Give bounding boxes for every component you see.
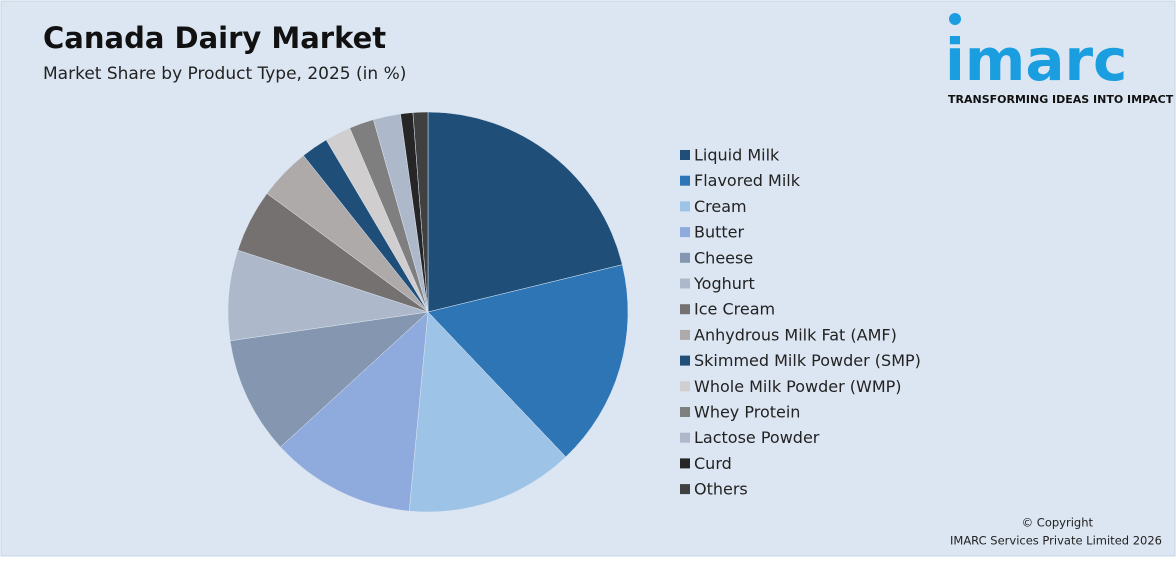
company: IMARC Services Private Limited 2026 (950, 534, 1162, 548)
legend-swatch (680, 252, 690, 263)
legend-swatch (680, 278, 690, 289)
logo-tagline: TRANSFORMING IDEAS INTO IMPACT (948, 93, 1174, 106)
chart-title: Canada Dairy Market (43, 21, 386, 55)
legend-swatch (680, 329, 690, 340)
legend-label: Others (694, 480, 748, 499)
legend-label: Lactose Powder (694, 428, 820, 447)
pie-slice (427, 264, 629, 458)
legend-label: Liquid Milk (694, 146, 780, 165)
legend-label: Cream (694, 197, 747, 216)
pie-slice (408, 311, 567, 513)
legend-label: Cheese (694, 248, 753, 267)
pie-slice (427, 111, 623, 313)
legend-label: Skimmed Milk Powder (SMP) (694, 351, 921, 370)
legend-swatch (680, 201, 690, 212)
legend-swatch (680, 150, 690, 160)
legend-label: Yoghurt (693, 274, 755, 293)
logo-dot (949, 13, 961, 25)
pie-slice (229, 311, 429, 448)
legend-label: Ice Cream (694, 300, 775, 319)
pie-slice (280, 311, 429, 512)
legend-swatch (680, 304, 690, 315)
legend-swatch (680, 484, 690, 495)
legend-swatch (680, 355, 690, 366)
legend-swatch (680, 381, 690, 392)
legend-swatch (680, 432, 690, 443)
legend-label: Curd (694, 454, 732, 473)
legend-swatch (680, 175, 690, 186)
legend-label: Flavored Milk (694, 171, 801, 190)
legend-label: Whole Milk Powder (WMP) (694, 377, 902, 396)
logo: imarc (945, 26, 1127, 94)
legend-label: Butter (694, 223, 745, 242)
chart-subtitle: Market Share by Product Type, 2025 (in %… (43, 64, 406, 84)
legend-swatch (680, 458, 690, 469)
copyright: © Copyright (1022, 516, 1094, 530)
legend-swatch (680, 407, 690, 417)
pie-slice (412, 111, 429, 313)
legend-label: Whey Protein (694, 403, 800, 422)
legend-label: Anhydrous Milk Fat (AMF) (694, 325, 897, 344)
legend-swatch (680, 227, 690, 238)
